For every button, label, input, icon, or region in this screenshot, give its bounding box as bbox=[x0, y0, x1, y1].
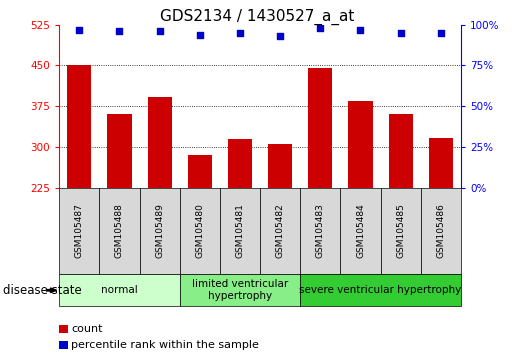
Bar bbox=[429, 138, 453, 188]
Text: GSM105480: GSM105480 bbox=[195, 204, 204, 258]
Point bbox=[356, 27, 365, 33]
Point bbox=[156, 28, 164, 34]
Text: normal: normal bbox=[101, 285, 138, 295]
Text: severe ventricular hypertrophy: severe ventricular hypertrophy bbox=[299, 285, 462, 295]
Point bbox=[75, 27, 83, 33]
Text: limited ventricular
hypertrophy: limited ventricular hypertrophy bbox=[192, 279, 288, 301]
Text: count: count bbox=[71, 324, 102, 334]
Bar bbox=[389, 114, 413, 188]
Point bbox=[236, 30, 244, 36]
Text: GSM105483: GSM105483 bbox=[316, 204, 325, 258]
Bar bbox=[67, 65, 91, 188]
Text: GSM105487: GSM105487 bbox=[75, 204, 84, 258]
Text: GSM105485: GSM105485 bbox=[396, 204, 405, 258]
Point bbox=[115, 28, 124, 34]
Text: GSM105484: GSM105484 bbox=[356, 204, 365, 258]
Bar bbox=[268, 144, 292, 188]
Point bbox=[196, 32, 204, 38]
Text: GSM105482: GSM105482 bbox=[276, 204, 285, 258]
Text: percentile rank within the sample: percentile rank within the sample bbox=[71, 340, 259, 350]
Bar bbox=[308, 68, 332, 188]
Point bbox=[397, 30, 405, 36]
Bar bbox=[148, 97, 171, 188]
Bar bbox=[108, 114, 131, 188]
Point bbox=[316, 25, 324, 31]
Bar bbox=[228, 139, 252, 188]
Text: GSM105486: GSM105486 bbox=[436, 204, 445, 258]
Bar bbox=[349, 101, 372, 188]
Bar bbox=[188, 155, 212, 188]
Text: GSM105488: GSM105488 bbox=[115, 204, 124, 258]
Point bbox=[437, 30, 445, 36]
Text: GSM105489: GSM105489 bbox=[155, 204, 164, 258]
Point bbox=[276, 33, 284, 39]
Text: GDS2134 / 1430527_a_at: GDS2134 / 1430527_a_at bbox=[160, 9, 355, 25]
Text: GSM105481: GSM105481 bbox=[235, 204, 245, 258]
Text: disease state: disease state bbox=[3, 284, 81, 297]
